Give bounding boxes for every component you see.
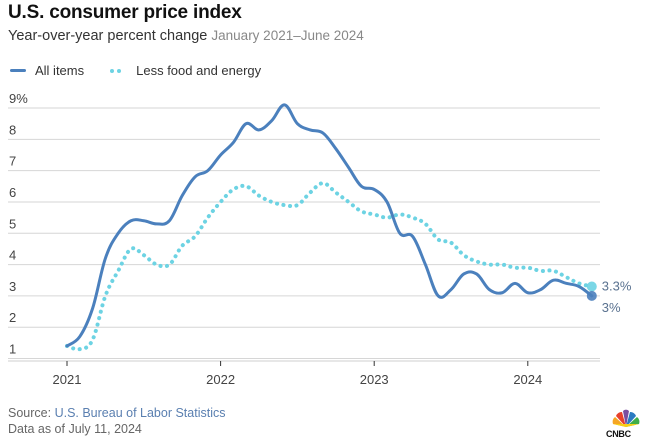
x-tick-label: 2023	[360, 372, 389, 387]
subtitle-text: Year-over-year percent change	[8, 28, 208, 44]
end-point-marker	[586, 290, 597, 301]
end-markers: 3.3% 3%	[586, 278, 632, 315]
y-tick-label: 6	[9, 185, 16, 200]
series-line-less-food-energy	[65, 181, 594, 352]
legend-item-all-items: All items	[10, 63, 84, 78]
legend-swatch-solid-line	[10, 69, 26, 72]
legend-item-less-food-energy: Less food and energy	[110, 63, 261, 78]
gridlines	[8, 107, 600, 359]
y-tick-label: 3	[9, 279, 16, 294]
source-note: Source: U.S. Bureau of Labor Statistics	[8, 406, 225, 420]
x-tick-label: 2022	[206, 372, 235, 387]
series-lines	[65, 103, 594, 352]
end-value-label: 3.3%	[602, 278, 632, 293]
y-tick-label: 7	[9, 154, 16, 169]
date-range: January 2021–June 2024	[211, 28, 364, 43]
cnbc-logo-text: CNBC	[606, 429, 631, 439]
data-as-of: Data as of July 11, 2024	[8, 422, 142, 436]
y-tick-label: 9%	[9, 91, 28, 106]
y-tick-label: 1	[9, 342, 16, 357]
legend-label: Less food and energy	[136, 63, 262, 78]
source-link[interactable]: U.S. Bureau of Labor Statistics	[54, 406, 226, 420]
chart-title: U.S. consumer price index	[8, 2, 242, 23]
y-tick-label: 2	[9, 310, 16, 325]
end-value-label: 3%	[602, 300, 621, 315]
chart-subtitle: Year-over-year percent change January 20…	[8, 28, 364, 44]
end-point-marker	[586, 281, 597, 292]
y-tick-label: 8	[9, 122, 16, 137]
cnbc-peacock-logo	[612, 409, 640, 427]
y-axis-ticks: 9% 8 7 6 5 4 3 2 1	[9, 91, 28, 357]
y-tick-label: 5	[9, 216, 16, 231]
x-tick-label: 2021	[53, 372, 82, 387]
source-prefix: Source:	[8, 406, 55, 420]
legend-swatch-dotted-line	[110, 68, 124, 73]
legend-label: All items	[35, 63, 85, 78]
legend: All items Less food and energy	[10, 63, 287, 78]
y-tick-label: 4	[9, 248, 16, 263]
x-axis: 2021 2022 2023 2024	[8, 360, 600, 387]
series-line-all-items	[65, 103, 594, 348]
x-tick-label: 2024	[513, 372, 542, 387]
